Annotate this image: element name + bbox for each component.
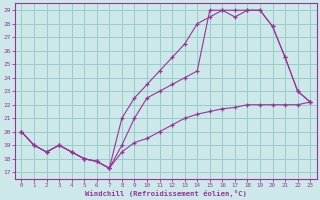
X-axis label: Windchill (Refroidissement éolien,°C): Windchill (Refroidissement éolien,°C)	[85, 190, 247, 197]
